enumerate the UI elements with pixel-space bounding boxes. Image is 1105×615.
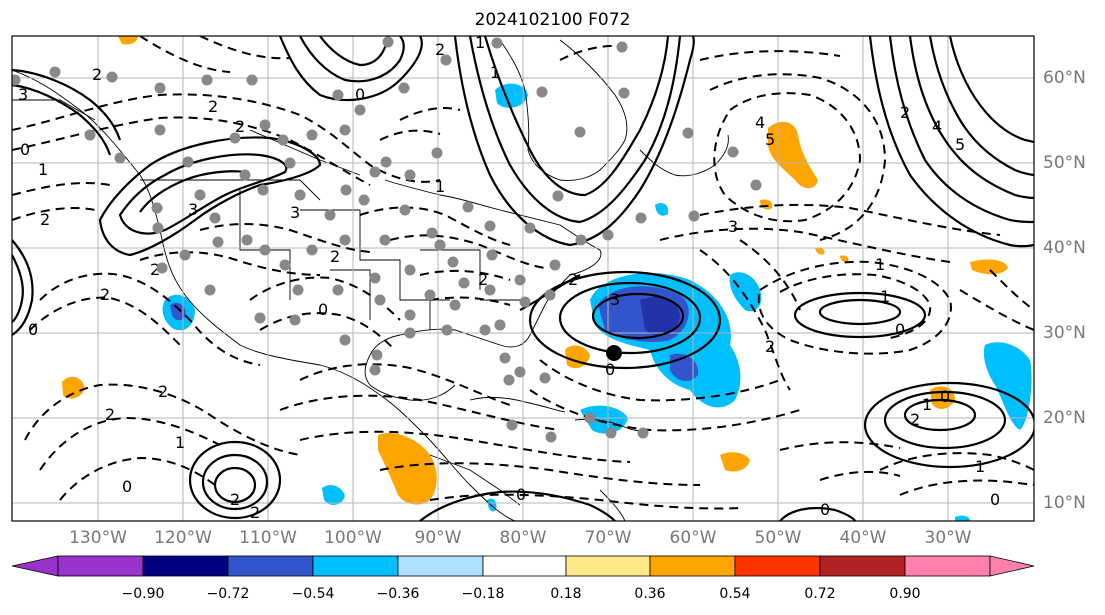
contour-label: 1 bbox=[175, 433, 185, 452]
lon-label: 30°W bbox=[924, 528, 972, 548]
contour-label: 1 bbox=[975, 457, 985, 476]
contour-label: 3 bbox=[290, 203, 300, 222]
lon-label: 80°W bbox=[499, 528, 547, 548]
contour-label: 2 bbox=[100, 285, 110, 304]
contour-label: 2 bbox=[158, 382, 168, 401]
lon-label: 70°W bbox=[584, 528, 632, 548]
graticule bbox=[12, 36, 1034, 521]
contour-labels: 2 3 2 2 0 1 2 3 2 2 2 2 1 0 2 2 2 0 3 0 … bbox=[18, 33, 1000, 522]
contour-label: 2 bbox=[330, 247, 340, 266]
contour-label: 1 bbox=[38, 160, 48, 179]
storm-center-marker bbox=[606, 345, 622, 361]
contour-label: 1 bbox=[435, 177, 445, 196]
contour-label: 1 bbox=[922, 395, 932, 414]
colorbar-extend-low bbox=[11, 555, 59, 577]
station-dots bbox=[12, 36, 762, 443]
colorbar-tick-label: 0.72 bbox=[804, 586, 836, 602]
lon-label: 60°W bbox=[669, 528, 717, 548]
contour-label: 2 bbox=[435, 40, 445, 59]
contour-label: 0 bbox=[122, 477, 132, 496]
contour-label: 4 bbox=[755, 113, 765, 132]
contour-label: 5 bbox=[765, 130, 775, 149]
colorbar-extend-high bbox=[989, 555, 1035, 577]
lat-label: 60°N bbox=[1043, 68, 1086, 88]
colorbar bbox=[11, 555, 1035, 577]
colorbar-tick-label: 0.36 bbox=[634, 586, 666, 602]
lat-label: 40°N bbox=[1043, 238, 1086, 258]
map-frame bbox=[11, 35, 1035, 522]
contour-label: 1 bbox=[475, 33, 485, 52]
lon-label: 130°W bbox=[69, 528, 127, 548]
lat-label: 20°N bbox=[1043, 408, 1086, 428]
contour-label: 2 bbox=[910, 410, 920, 429]
contour-label: 4 bbox=[932, 117, 942, 136]
colorbar-tick-label: −0.36 bbox=[376, 586, 420, 602]
contour-label: 2 bbox=[92, 65, 102, 84]
contour-label: 2 bbox=[568, 270, 578, 289]
dashed-contours bbox=[12, 36, 1034, 510]
contour-label: 0 bbox=[605, 360, 615, 379]
colorbar-tick-label: 0.90 bbox=[889, 586, 921, 602]
contour-label: 5 bbox=[955, 135, 965, 154]
contour-label: 1 bbox=[875, 255, 885, 274]
contour-label: 0 bbox=[355, 85, 365, 104]
lon-label: 40°W bbox=[839, 528, 887, 548]
colorbar-tick-label: −0.90 bbox=[121, 586, 165, 602]
contour-label: 0 bbox=[516, 485, 526, 504]
lon-label: 50°W bbox=[754, 528, 802, 548]
contour-label: 3 bbox=[728, 217, 738, 236]
lat-label: 10°N bbox=[1043, 493, 1086, 513]
contour-label: 0 bbox=[820, 500, 830, 519]
contour-label: 2 bbox=[250, 503, 260, 522]
lat-label: 50°N bbox=[1043, 153, 1086, 173]
lon-label: 100°W bbox=[324, 528, 382, 548]
colorbar-tick-label: 0.54 bbox=[719, 586, 751, 602]
contour-label: 2 bbox=[900, 103, 910, 122]
contour-label: 3 bbox=[188, 200, 198, 219]
contour-label: 3 bbox=[610, 290, 620, 309]
contour-label: 2 bbox=[208, 97, 218, 116]
solid-contours bbox=[12, 36, 1034, 521]
contour-label: 0 bbox=[20, 140, 30, 159]
contour-label: 2 bbox=[150, 260, 160, 279]
contour-label: 2 bbox=[40, 210, 50, 229]
colorbar-tick-label: 0.18 bbox=[550, 586, 582, 602]
contour-label: 2 bbox=[478, 270, 488, 289]
colorbar-tick-label: −0.18 bbox=[461, 586, 505, 602]
contour-label: 0 bbox=[940, 387, 950, 406]
contour-label: 2 bbox=[235, 117, 245, 136]
contour-label: 0 bbox=[28, 320, 38, 339]
contour-label: 0 bbox=[990, 490, 1000, 509]
lon-label: 120°W bbox=[154, 528, 212, 548]
contour-label: 0 bbox=[895, 320, 905, 339]
contour-label: 1 bbox=[490, 63, 500, 82]
contour-label: 1 bbox=[880, 287, 890, 306]
colorbar-tick-label: −0.72 bbox=[206, 586, 250, 602]
contour-label: 2 bbox=[765, 337, 775, 356]
shaded-regions bbox=[62, 36, 1032, 521]
contour-label: 2 bbox=[105, 405, 115, 424]
colorbar-tick-label: −0.54 bbox=[291, 586, 335, 602]
contour-label: 2 bbox=[230, 490, 240, 509]
contour-label: 3 bbox=[18, 85, 28, 104]
lat-label: 30°N bbox=[1043, 323, 1086, 343]
map-title: 2024102100 F072 bbox=[474, 10, 631, 30]
contour-label: 0 bbox=[318, 300, 328, 319]
lon-label: 110°W bbox=[239, 528, 297, 548]
lon-label: 90°W bbox=[414, 528, 462, 548]
